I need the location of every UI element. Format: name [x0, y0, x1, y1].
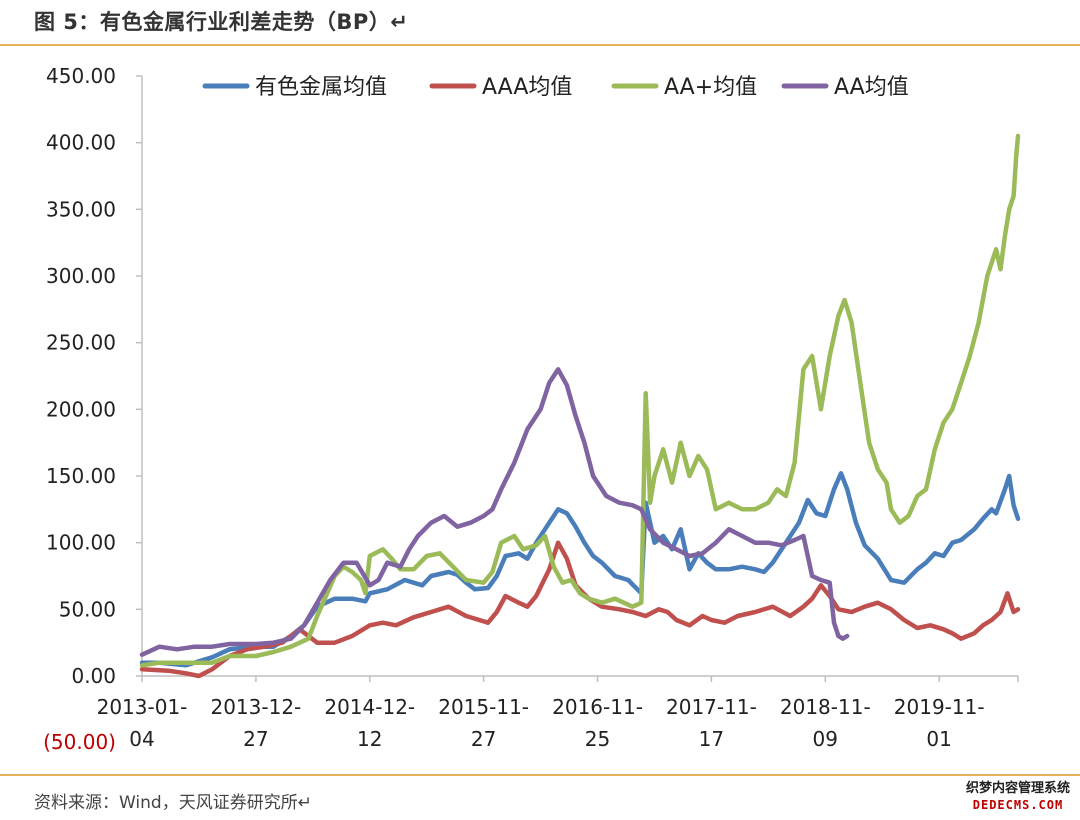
footer-divider: [0, 774, 1080, 776]
header-bar: 图 5：有色金属行业利差走势（BP）↵: [0, 0, 1080, 46]
series-line-4: [139, 367, 850, 657]
x-tick-label-line2: 04: [129, 727, 154, 751]
x-tick-label: 2015-11-: [438, 695, 529, 719]
y-axis: 450.00 400.00 350.00 300.00 250.00 200.00 150.…: [43, 64, 143, 754]
series-layer: [139, 133, 1021, 679]
x-tick-label-line2: 01: [926, 727, 951, 751]
watermark-url: DEDECMS.COM: [972, 798, 1064, 812]
x-tick-label: 2013-12-: [210, 695, 301, 719]
legend: 有色金属均值 AAA均值 AA+均值 AA均值: [202, 75, 909, 100]
y-tick-label: 0.00: [71, 664, 116, 688]
y-tick-label: 300.00: [46, 264, 116, 288]
series-line-1: [139, 471, 1021, 668]
x-tick-label: 2014-12-: [324, 695, 415, 719]
legend-label-2: AAA均值: [482, 75, 572, 100]
legend-label-3: AA+均值: [664, 75, 757, 100]
series-line-3: [139, 133, 1021, 668]
y-tick-label: 400.00: [46, 131, 116, 155]
y-tick-label: 350.00: [46, 197, 116, 221]
x-tick-label: 2019-11-: [894, 695, 985, 719]
y-tick-label: 250.00: [46, 331, 116, 355]
legend-label-1: 有色金属均值: [255, 75, 387, 100]
x-tick-label: 2018-11-: [780, 695, 871, 719]
y-tick-label: 50.00: [59, 597, 116, 621]
y-tick-label: 200.00: [46, 397, 116, 421]
x-tick-label: 2016-11-: [552, 695, 643, 719]
x-tick-label-line2: 25: [585, 727, 610, 751]
chart-area: 450.00400.00350.00300.00250.00200.00150.…: [43, 64, 1021, 754]
source-note: 资料来源：Wind，天风证券研究所↵: [34, 793, 312, 813]
y-tick-label-negative: (50.00): [43, 730, 116, 754]
x-tick-label: 2017-11-: [666, 695, 757, 719]
x-tick-label-line2: 09: [813, 727, 838, 751]
figure-title: 图 5：有色金属行业利差走势（BP）↵: [34, 10, 409, 34]
watermark-text: 织梦内容管理系统: [965, 781, 1070, 796]
y-tick-label: 450.00: [46, 64, 116, 88]
watermark-logo: 织梦内容管理系统 DEDECMS.COM: [966, 780, 1070, 814]
y-tick-label: 100.00: [46, 531, 116, 555]
legend-label-4: AA均值: [834, 75, 909, 100]
y-tick-label: 150.00: [46, 464, 116, 488]
x-tick-label-line2: 27: [471, 727, 496, 751]
x-axis: 2013-01- 04 2013-12- 27 2014-12- 12 2015-11- 27…: [97, 675, 1019, 751]
x-tick-label: 2013-01-: [97, 695, 188, 719]
x-tick-label-line2: 17: [699, 727, 724, 751]
x-tick-label-line2: 12: [357, 727, 382, 751]
x-tick-label-line2: 27: [243, 727, 268, 751]
series-line-2: [139, 540, 1021, 679]
